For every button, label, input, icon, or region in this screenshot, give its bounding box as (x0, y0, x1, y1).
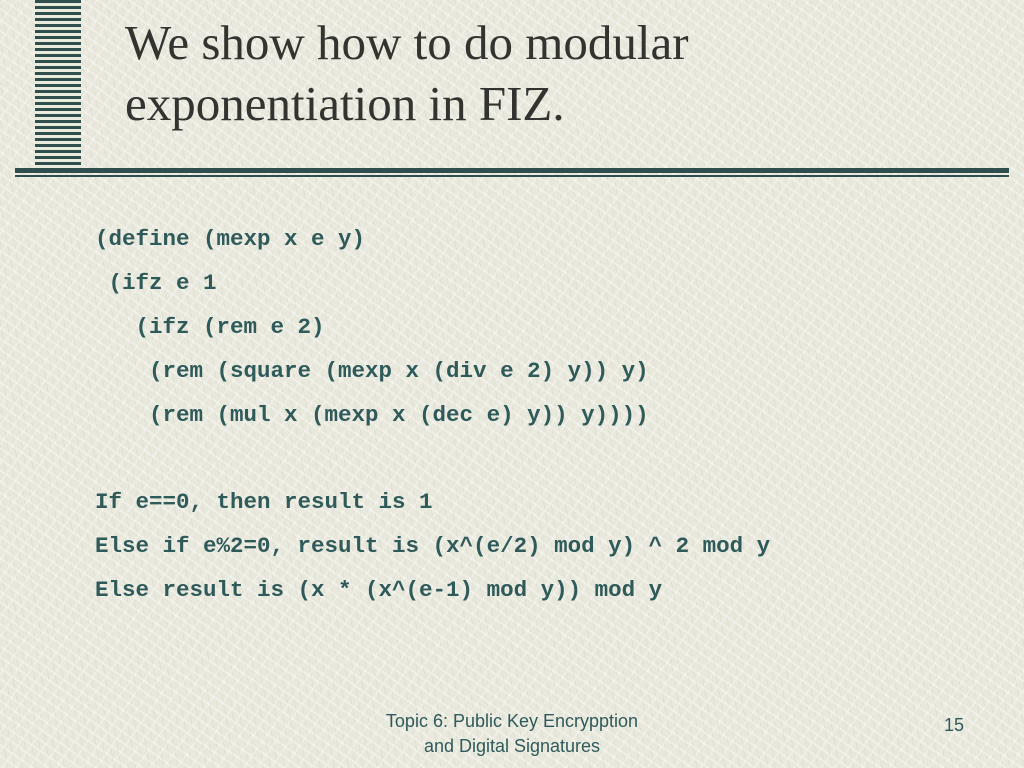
code-line-8: Else result is (x * (x^(e-1) mod y)) mod… (95, 577, 662, 603)
slide-title: We show how to do modular exponentiation… (125, 12, 689, 135)
title-rule-thin (15, 175, 1009, 177)
code-line-0: (define (mexp x e y) (95, 226, 365, 252)
code-line-7: Else if e%2=0, result is (x^(e/2) mod y)… (95, 533, 770, 559)
accent-stripe-block (35, 0, 81, 168)
footer-topic-line-1: Topic 6: Public Key Encrypption (386, 711, 638, 731)
code-line-3: (rem (square (mexp x (div e 2) y)) y) (95, 358, 649, 384)
code-line-4: (rem (mul x (mexp x (dec e) y)) y)))) (95, 402, 649, 428)
footer-topic-line-2: and Digital Signatures (424, 736, 600, 756)
code-line-6: If e==0, then result is 1 (95, 489, 433, 515)
code-line-1: (ifz e 1 (95, 270, 217, 296)
footer-topic: Topic 6: Public Key Encrypption and Digi… (0, 709, 1024, 758)
code-body: (define (mexp x e y) (ifz e 1 (ifz (rem … (95, 218, 770, 613)
title-line-2: exponentiation in FIZ. (125, 76, 565, 131)
title-line-1: We show how to do modular (125, 15, 689, 70)
code-line-2: (ifz (rem e 2) (95, 314, 325, 340)
slide-number: 15 (944, 715, 964, 736)
title-rule-thick (15, 168, 1009, 173)
